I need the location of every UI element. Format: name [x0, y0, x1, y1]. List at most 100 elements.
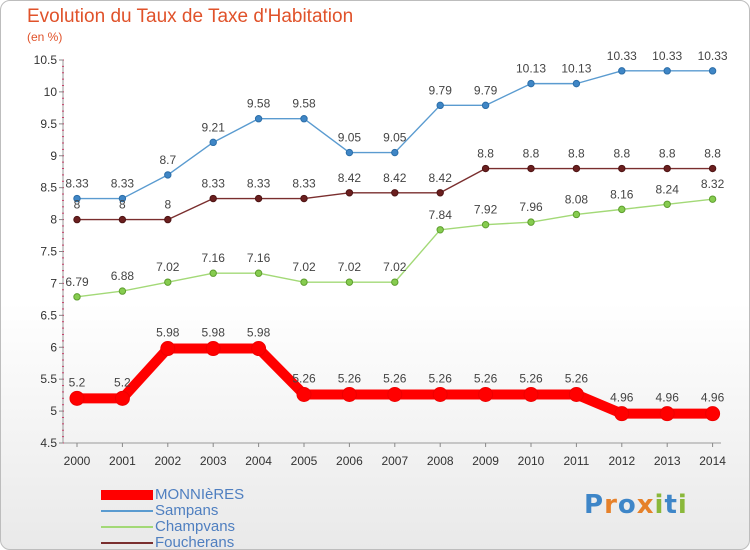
y-tick-label: 7: [50, 276, 57, 290]
data-label: 8.42: [338, 171, 362, 185]
data-label: 10.13: [561, 62, 591, 76]
data-point: [432, 386, 448, 402]
data-label: 5.26: [519, 371, 543, 385]
y-tick-label: 5.5: [40, 372, 57, 386]
data-label: 9.05: [383, 131, 407, 145]
data-point: [164, 215, 172, 224]
data-label: 7.02: [383, 260, 407, 274]
series-1: [73, 67, 717, 203]
data-label: 6.88: [111, 269, 135, 283]
y-tick-label: 8: [50, 213, 57, 227]
data-label: 10.33: [652, 49, 682, 63]
x-tick-label: 2004: [245, 454, 272, 468]
data-label: 8: [74, 198, 81, 212]
data-point: [481, 101, 490, 110]
data-label: 8.8: [477, 147, 494, 161]
logo-letter: o: [617, 490, 637, 520]
data-label: 5.26: [429, 371, 453, 385]
y-tick-label: 8.5: [40, 181, 57, 195]
data-point: [663, 164, 671, 173]
data-point: [391, 278, 399, 286]
data-label: 9.58: [292, 97, 316, 111]
y-tick-label: 6: [50, 340, 57, 354]
data-label: 8.33: [65, 177, 89, 191]
axes: 4.5 5 5.5 6 6.5 7 7.5 8 8.5 9 9.5 10 10.5 2000 2001 200…: [34, 53, 727, 468]
data-label: 7.92: [474, 203, 498, 217]
data-label: 8.24: [656, 182, 680, 196]
legend-swatch: [101, 510, 153, 512]
data-point: [300, 194, 308, 203]
data-label: 8.42: [383, 171, 407, 185]
data-label: 9.21: [202, 120, 226, 134]
y-tick-label: 5: [50, 404, 57, 418]
data-label: 5.98: [247, 326, 271, 340]
data-point: [708, 195, 717, 203]
data-point: [618, 67, 626, 75]
data-point: [391, 148, 399, 157]
x-tick-label: 2005: [291, 454, 318, 468]
data-label: 8.32: [701, 177, 725, 191]
data-label: 8.33: [202, 177, 226, 191]
data-label: 7.02: [338, 260, 362, 274]
data-point: [708, 67, 717, 75]
legend-swatch: [101, 526, 153, 528]
data-label: 8.8: [659, 147, 676, 161]
legend-label: Champvans: [155, 518, 236, 535]
x-tick-label: 2009: [472, 454, 499, 468]
data-point: [663, 200, 671, 208]
proxiti-logo: Proxiti: [584, 490, 688, 520]
data-point: [527, 79, 535, 88]
data-label: 4.96: [656, 391, 680, 405]
data-point: [387, 386, 403, 402]
data-point: [568, 386, 584, 402]
y-tick-label: 10: [44, 85, 58, 99]
data-point: [73, 293, 81, 301]
legend-swatch: [101, 542, 153, 544]
x-tick-label: 2011: [563, 454, 589, 468]
data-point: [300, 278, 308, 286]
data-point: [205, 341, 221, 357]
data-label: 8.08: [565, 192, 589, 206]
data-point: [481, 220, 490, 229]
data-label: 8.16: [610, 187, 634, 201]
logo-letter: x: [636, 490, 655, 520]
logo-letter: i: [677, 490, 688, 520]
data-point: [300, 115, 308, 123]
data-label: 5.26: [474, 371, 498, 385]
data-label: 10.33: [698, 49, 728, 63]
data-point: [341, 386, 357, 402]
data-label: 9.58: [247, 97, 271, 111]
x-tick-label: 2006: [336, 454, 363, 468]
data-point: [572, 79, 581, 88]
data-point: [118, 215, 127, 224]
data-point: [481, 164, 490, 173]
legend-swatch: [101, 490, 153, 500]
x-tick-label: 2001: [109, 454, 136, 468]
data-label: 8: [119, 198, 126, 212]
data-point: [527, 164, 535, 173]
series-0: [69, 341, 721, 422]
data-label: 7.84: [429, 208, 453, 222]
data-point: [618, 205, 626, 214]
data-label: 9.79: [429, 83, 453, 97]
data-label: 5.98: [156, 326, 180, 340]
data-label: 8.8: [704, 147, 721, 161]
x-tick-label: 2014: [699, 454, 726, 468]
y-tick-label: 9.5: [40, 117, 57, 131]
data-label: 5.98: [202, 326, 226, 340]
data-point: [436, 189, 444, 197]
x-tick-label: 2013: [654, 454, 681, 468]
data-point: [118, 194, 127, 203]
data-point: [572, 164, 581, 173]
data-point: [708, 164, 717, 173]
data-point: [436, 226, 444, 234]
data-label: 5.26: [338, 371, 362, 385]
data-point: [527, 218, 535, 226]
data-label: 7.02: [292, 260, 316, 274]
data-label: 6.79: [65, 275, 89, 289]
data-label: 4.96: [610, 391, 634, 405]
chart-title: Evolution du Taux de Taxe d'Habitation: [27, 6, 354, 27]
data-label: 8.7: [159, 153, 176, 167]
